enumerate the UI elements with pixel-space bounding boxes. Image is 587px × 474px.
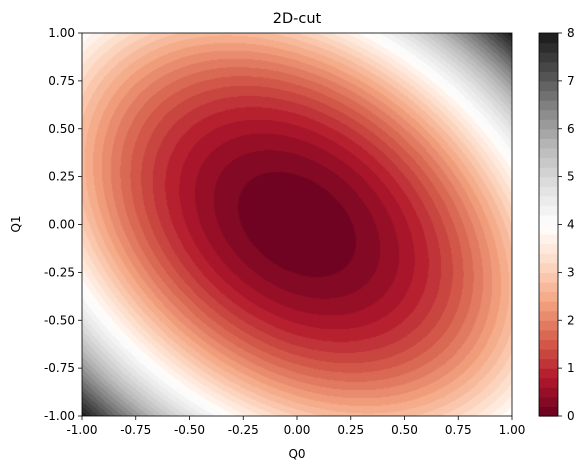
colorbar-tick-label: 6 — [567, 122, 575, 136]
y-tick-label: -0.25 — [44, 265, 75, 279]
colorbar-band — [539, 339, 558, 350]
colorbar-band — [539, 176, 558, 187]
colorbar-band — [539, 291, 558, 302]
colorbar-band — [539, 281, 558, 293]
colorbar-band — [539, 109, 558, 120]
y-tick-label: -0.75 — [44, 361, 75, 375]
colorbar-tick-label: 7 — [567, 74, 575, 88]
colorbar-band — [539, 310, 558, 321]
x-tick-label: 0.00 — [284, 423, 311, 437]
x-tick-label: 0.75 — [445, 423, 472, 437]
colorbar-band — [539, 301, 558, 312]
colorbar-band — [539, 205, 558, 216]
colorbar-tick-label: 1 — [567, 361, 575, 375]
colorbar-band — [539, 90, 558, 101]
colorbar-band — [539, 406, 558, 417]
colorbar-band — [539, 368, 558, 379]
colorbar-band — [539, 320, 558, 331]
contour-fill — [82, 33, 512, 416]
x-tick-label: 1.00 — [499, 423, 526, 437]
colorbar-band — [539, 42, 558, 53]
y-axis-label: Q1 — [9, 215, 23, 232]
chart-title: 2D-cut — [273, 11, 322, 27]
x-tick-label: -0.75 — [120, 423, 151, 437]
colorbar-band — [539, 167, 558, 178]
colorbar-band — [539, 387, 558, 398]
colorbar-band — [539, 195, 558, 206]
y-tick-label: 1.00 — [48, 26, 75, 40]
colorbar-band — [539, 147, 558, 159]
colorbar-band — [539, 80, 558, 92]
y-tick-label: -0.50 — [44, 313, 75, 327]
colorbar-tick-label: 8 — [567, 26, 575, 40]
colorbar-tick-label: 2 — [567, 313, 575, 327]
x-tick-label: -1.00 — [66, 423, 97, 437]
colorbar-band — [539, 138, 558, 149]
y-tick-label: 0.25 — [48, 170, 75, 184]
colorbar-band — [539, 272, 558, 283]
colorbar-band — [539, 329, 558, 340]
colorbar-band — [539, 128, 558, 139]
colorbar-band — [539, 396, 558, 408]
x-tick-label: 0.25 — [337, 423, 364, 437]
x-tick-label: -0.25 — [228, 423, 259, 437]
colorbar-band — [539, 71, 558, 82]
colorbar-band — [539, 358, 558, 369]
x-tick-label: -0.50 — [174, 423, 205, 437]
y-tick-label: 0.00 — [48, 218, 75, 232]
colorbar-band — [539, 52, 558, 63]
colorbar-band — [539, 186, 558, 197]
colorbar-band — [539, 243, 558, 254]
y-tick-label: -1.00 — [44, 409, 75, 423]
x-axis-label: Q0 — [288, 447, 305, 461]
colorbar-band — [539, 377, 558, 388]
colorbar-tick-label: 5 — [567, 170, 575, 184]
colorbar-band — [539, 61, 558, 72]
axes: -1.00 -0.75 -0.50 -0.25 0.00 0.25 0.50 0.75 1.00… — [44, 26, 525, 437]
y-tick-label: 0.50 — [48, 122, 75, 136]
colorbar-band — [539, 33, 558, 44]
colorbar-band — [539, 234, 558, 245]
x-tick-label: 0.50 — [391, 423, 418, 437]
colorbar-band — [539, 119, 558, 130]
colorbar-band — [539, 348, 558, 360]
contour-plot-area — [82, 33, 512, 416]
colorbar-tick-label: 0 — [567, 409, 575, 423]
colorbar-band — [539, 262, 558, 273]
colorbar-band — [539, 253, 558, 264]
colorbar-band — [539, 157, 558, 168]
colorbar: 0 1 2 3 4 5 6 7 8 — [538, 26, 575, 423]
colorbar-band — [539, 214, 558, 226]
colorbar-tick-label: 3 — [567, 265, 575, 279]
colorbar-band — [539, 224, 558, 235]
y-tick-label: 0.75 — [48, 74, 75, 88]
colorbar-tick-label: 4 — [567, 218, 575, 232]
colorbar-band — [539, 100, 558, 111]
